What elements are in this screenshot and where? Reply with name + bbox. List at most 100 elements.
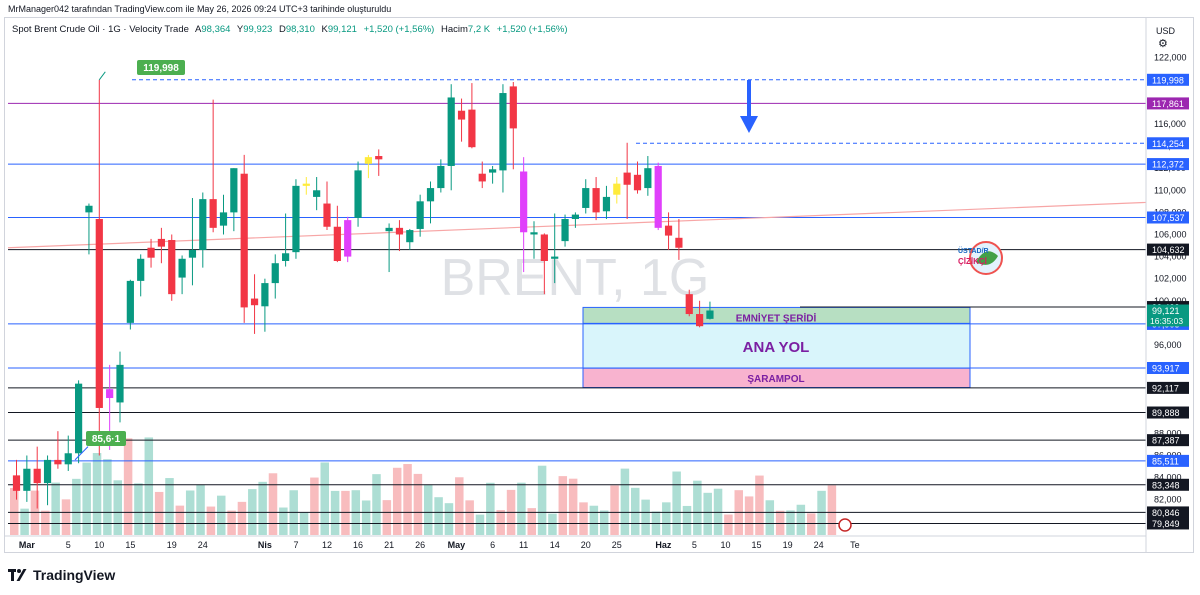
volume-bar (465, 500, 474, 535)
candle (457, 98, 466, 142)
candle-body (178, 258, 186, 278)
price-tag-text: 104,632 (1152, 245, 1185, 255)
legend-change: +1,520 (+1,56%) (363, 24, 435, 35)
price-tag-text: 79,849 (1152, 519, 1180, 529)
volume-bar (486, 482, 495, 535)
price-tag-box (1147, 137, 1189, 150)
y-tick-label: 88,000 (1154, 428, 1182, 438)
candle (261, 278, 269, 332)
volume-bar (558, 476, 568, 535)
price-tag-box (1147, 158, 1189, 171)
price-tag-text: 93,917 (1152, 363, 1180, 373)
candle (240, 154, 248, 323)
tradingview-logo-icon (8, 569, 30, 581)
candle-body (271, 263, 279, 284)
candle-body (85, 205, 93, 213)
candle-body (633, 174, 642, 191)
gear-icon[interactable]: ⚙ (1158, 38, 1168, 50)
legend-bar: Spot Brent Crude Oil · 1G · Velocity Tra… (12, 24, 568, 35)
y-tick-label: 110,000 (1154, 185, 1186, 195)
currency-label[interactable]: USD (1156, 26, 1176, 36)
candle (520, 157, 528, 273)
candle (116, 351, 124, 423)
volume-bar (765, 500, 775, 535)
candle (613, 177, 621, 204)
volume-bar (693, 480, 702, 535)
price-tag-box (1147, 434, 1189, 447)
candle-body (613, 183, 621, 195)
candle-body (437, 165, 445, 189)
candle-body (499, 93, 507, 171)
candle (540, 233, 548, 295)
candle-body (12, 475, 21, 491)
candle (188, 198, 197, 286)
candle-body (447, 97, 455, 166)
price-tag-box (1147, 506, 1189, 519)
legend-open-label: A (195, 24, 202, 35)
candle (209, 99, 217, 233)
candle (385, 223, 393, 273)
candle (696, 300, 704, 328)
volume-bar (537, 465, 547, 535)
legend-low-value: 98,310 (285, 24, 315, 35)
candle-body (43, 459, 52, 484)
volume-bar (51, 482, 60, 535)
volume-bar (196, 484, 205, 535)
candle-body (95, 219, 103, 408)
candle-body (54, 459, 62, 465)
volume-bars (10, 437, 837, 535)
volume-bar (713, 488, 723, 535)
candle (406, 228, 414, 250)
volume-bar (682, 505, 692, 535)
candle (313, 177, 321, 211)
candle (43, 455, 52, 506)
y-tick-label: 106,000 (1154, 229, 1187, 239)
low-label-box (86, 431, 126, 446)
volume-bar (92, 453, 102, 535)
current-price-text: 99,121 (1152, 306, 1180, 316)
candle (395, 220, 404, 252)
candle (375, 149, 383, 176)
candle (292, 179, 300, 259)
volume-bar (517, 482, 526, 535)
candle-body (375, 156, 383, 160)
candle (250, 274, 259, 334)
legend-volume-value: 7,2 K (467, 24, 491, 35)
volume-bar (20, 508, 29, 535)
candle-body (540, 234, 548, 261)
candle-body (551, 256, 559, 259)
volume-bar (361, 500, 371, 535)
high-label-text: 119,998 (143, 63, 179, 74)
volume-bar (217, 495, 226, 535)
x-tick-label: 25 (612, 540, 622, 550)
candle-body (509, 86, 517, 129)
volume-bar (827, 485, 837, 535)
candle-body (664, 225, 673, 236)
price-tags: 119,998 117,861 114,254 112,372 107,537 104,6… (1147, 73, 1189, 530)
tradingview-brand[interactable]: TradingView (8, 567, 115, 583)
x-tick-label: 26 (415, 540, 425, 550)
candle (157, 227, 165, 264)
x-tick-label: Mar (19, 540, 36, 550)
logo-text-top: ÜSTAD/R (958, 246, 989, 255)
volume-bar (320, 462, 329, 535)
volume-bar (144, 437, 154, 535)
volume-bar (527, 508, 536, 535)
candle-body (302, 183, 310, 186)
candle-body (313, 190, 321, 197)
y-tick-label: 104,000 (1154, 252, 1187, 262)
x-tick-label: 24 (198, 540, 208, 550)
candle-body (489, 169, 497, 173)
x-tick-label: 19 (167, 540, 177, 550)
countdown-text: 16:35:03 (1150, 316, 1183, 326)
price-tag-box (1147, 478, 1189, 491)
volume-bar (268, 473, 278, 535)
volume-bar (227, 510, 236, 535)
candle-body (468, 109, 476, 148)
candle-body (33, 468, 41, 484)
candle (602, 185, 611, 220)
candle (302, 177, 310, 195)
brand-label: TradingView (33, 567, 116, 583)
y-tick-label: 116,000 (1154, 119, 1186, 129)
